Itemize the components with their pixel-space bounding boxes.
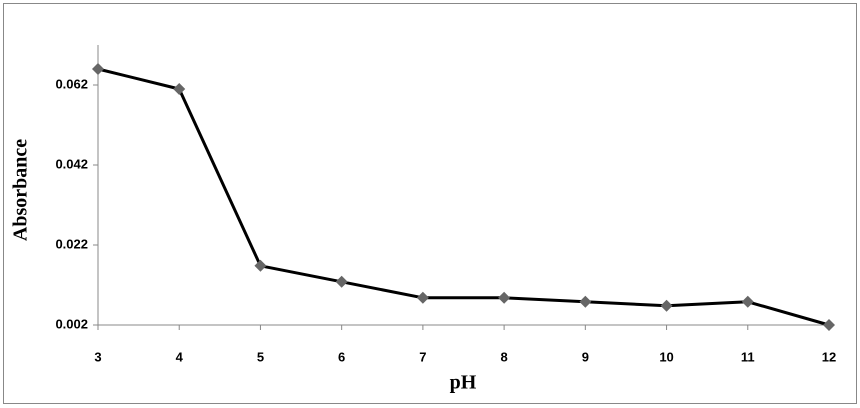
x-tick-label: 12 (822, 349, 836, 364)
data-point (254, 259, 267, 272)
y-tick-label: 0.042 (55, 156, 88, 171)
chart-border (3, 3, 857, 404)
data-point (92, 63, 104, 75)
x-tick-label: 9 (582, 349, 589, 364)
x-tick-label: 6 (338, 349, 345, 364)
data-point (173, 83, 186, 95)
data-point (741, 295, 754, 308)
data-line (97, 67, 830, 327)
y-axis-title: Absorbance (10, 139, 32, 241)
data-point (823, 319, 835, 331)
x-tick-label: 10 (659, 349, 673, 364)
data-point (579, 295, 592, 308)
data-point (335, 275, 348, 288)
x-tick-label: 8 (500, 349, 507, 364)
x-tick-label: 4 (176, 349, 184, 364)
x-tick-label: 3 (94, 349, 101, 364)
x-tick-label: 5 (257, 349, 264, 364)
data-point (416, 291, 429, 304)
x-tick-label: 11 (741, 349, 755, 364)
data-point (498, 291, 511, 304)
data-point (660, 299, 673, 312)
y-tick-label: 0.062 (55, 76, 88, 91)
x-tick-label: 7 (419, 349, 426, 364)
y-tick-label: 0.022 (55, 236, 88, 251)
x-axis-title: pH (450, 372, 477, 394)
y-tick-label: 0.002 (55, 316, 88, 331)
